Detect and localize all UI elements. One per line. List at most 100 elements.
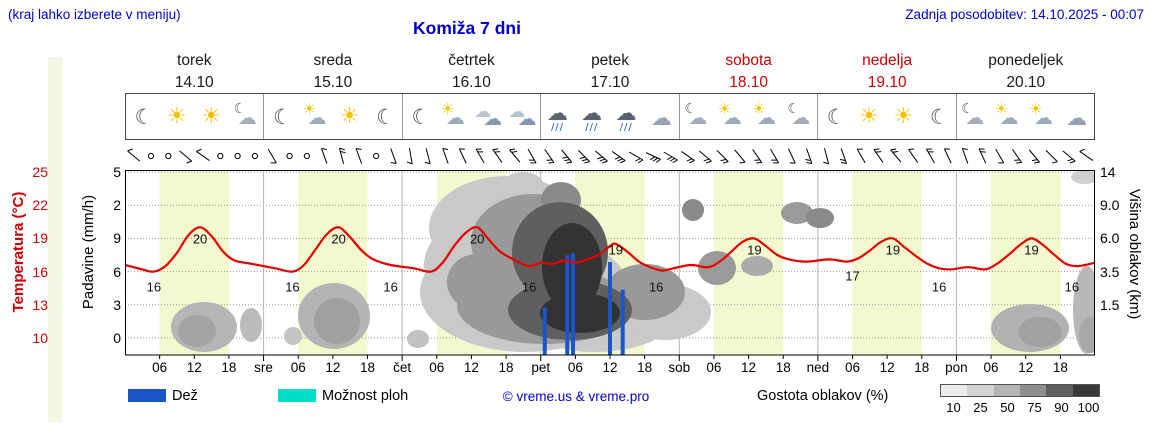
wind-barb: [926, 148, 935, 164]
day-header: sreda 15.10: [264, 50, 403, 94]
time-axis-label: 18: [637, 360, 653, 375]
icon-day-group: ☾ ☀ ☀ ☾: [817, 94, 955, 139]
time-axis-label: 12: [325, 360, 341, 375]
temperature-tick: 10: [32, 330, 48, 346]
cloud-height-tick: 14: [1100, 164, 1116, 180]
precipitation-axis-label: Padavine (mm/h): [80, 194, 97, 310]
cloud-density-ticks: 10 25 50 75 90 100: [940, 400, 1102, 415]
sun-icon: ☀: [201, 103, 222, 129]
precipitation-tick: 3: [113, 296, 121, 313]
sun-icon: ☀: [893, 103, 914, 129]
density-tick: 90: [1054, 400, 1069, 415]
moon-icon: ☾: [273, 104, 292, 129]
temperature-point-labels: 20 20 20 19 19 19 19 16 16 16 16 16 17 16 16: [147, 231, 1080, 294]
svg-text:16: 16: [147, 280, 161, 295]
cloud-sun-icon: ☀ ☁: [440, 99, 465, 129]
precipitation-tick: 6: [113, 263, 121, 280]
icon-day-group: ☾ ☁ ☀ ☁ ☀ ☁ ☁: [955, 94, 1094, 139]
wind-barb: [908, 148, 919, 163]
cloud-sun-icon: ☀ ☁: [752, 99, 777, 129]
time-axis-label: 18: [775, 360, 791, 375]
wind-barb: [681, 151, 695, 164]
day-date: 20.10: [1006, 74, 1046, 91]
svg-text:20: 20: [331, 231, 345, 246]
time-axis-label: 18: [359, 360, 376, 375]
wind-barb: [179, 150, 193, 164]
wind-barb: [492, 148, 503, 163]
day-date: 17.10: [590, 74, 630, 91]
wind-barb: [716, 149, 729, 164]
sun-icon: ☀: [339, 103, 360, 129]
wind-barb: [509, 148, 521, 163]
svg-text:16: 16: [522, 280, 536, 295]
wind-barb: [196, 148, 210, 161]
wind-barb: [424, 148, 431, 165]
cloud-sun-icon: ☀ ☁: [717, 99, 742, 129]
day-name: ponedeljek: [988, 52, 1064, 69]
icon-day-group: ☾ ☁ ☀ ☁ ☀ ☁ ☾ ☁: [678, 94, 817, 139]
copyright-link[interactable]: © vreme.us & vreme.pro: [502, 389, 650, 404]
moon-icon: ☾: [826, 104, 846, 129]
page-title: Komiža 7 dni: [413, 18, 521, 38]
cloud-moon-icon: ☾ ☁: [961, 100, 985, 129]
time-axis: 06 12 18 sre 06 12 18 čet 06 12 18 pet 06 12 18 sob 06 12…: [125, 360, 1095, 376]
meteogram-plot: 20 20 20 19 19 19 19 16 16 16 16 16 17 16 16: [125, 170, 1095, 361]
cloud-moon-icon: ☾ ☁: [684, 100, 708, 129]
icon-day-group: ☁/// ☁/// ☁/// ☁: [540, 94, 678, 139]
wind-barb: [1079, 148, 1094, 161]
rain-icon: ☁///: [615, 100, 637, 133]
wind-barb: [839, 148, 848, 165]
wind-barb: [770, 148, 779, 164]
day-date: 16.10: [452, 74, 491, 91]
day-name: sobota: [725, 52, 772, 69]
wind-barb: [320, 147, 328, 164]
cloud-sun-icon: ☀ ☁: [302, 99, 327, 129]
wind-barb: [355, 147, 363, 164]
wind-barb: [961, 147, 969, 164]
time-axis-label: 06: [983, 360, 999, 375]
time-axis-label: sre: [254, 360, 273, 375]
wind-barb: [127, 148, 141, 162]
wind-calm-symbol: [303, 152, 310, 160]
svg-text:19: 19: [747, 242, 761, 257]
day-date: 14.10: [174, 74, 214, 91]
temperature-tick: 25: [32, 164, 48, 180]
wind-barbs-row: [127, 147, 1094, 165]
cloud-height-tick: 1.5: [1100, 296, 1120, 313]
rain-icon: ☁///: [546, 100, 568, 133]
svg-text:20: 20: [470, 231, 484, 246]
time-axis-label: 12: [741, 360, 757, 375]
density-tick: 50: [1000, 400, 1015, 415]
temperature-tick: 13: [32, 296, 48, 313]
day-header: ponedeljek 20.10: [956, 50, 1095, 94]
day-date: 18.10: [729, 74, 768, 91]
wind-barb: [267, 148, 277, 164]
wind-barb: [752, 149, 763, 164]
precipitation-bars: [542, 253, 625, 355]
density-tick: 10: [946, 400, 961, 415]
wind-barb: [823, 148, 830, 165]
svg-text:16: 16: [932, 280, 946, 295]
icon-day-group: ☾ ☀ ☀ ☾ ☁: [126, 94, 263, 139]
rain-icon: ☁///: [581, 100, 603, 133]
precipitation-tick: 5: [113, 164, 121, 180]
clouds-icon: ☁ ☁: [474, 101, 503, 130]
moon-icon: ☾: [929, 104, 949, 129]
wind-barb: [442, 147, 449, 164]
wind-barb: [856, 148, 866, 164]
temperature-colorbar: [48, 57, 62, 422]
time-axis-label: 12: [463, 360, 479, 375]
cloud-icon: ☁: [1066, 105, 1088, 130]
time-axis-label: 06: [290, 360, 306, 375]
day-header: nedelja 19.10: [818, 50, 957, 94]
temperature-axis-label: Temperatura (°C): [10, 191, 27, 313]
day-name: torek: [177, 52, 212, 69]
wind-barb: [1062, 150, 1076, 164]
time-axis-label: 06: [706, 360, 722, 375]
wind-barb: [406, 148, 413, 165]
wind-calm-symbol: [165, 152, 172, 160]
wind-barb: [943, 148, 952, 164]
wind-barb: [561, 149, 573, 164]
cloud-height-axis-label: Višina oblakov (km): [1126, 188, 1143, 320]
